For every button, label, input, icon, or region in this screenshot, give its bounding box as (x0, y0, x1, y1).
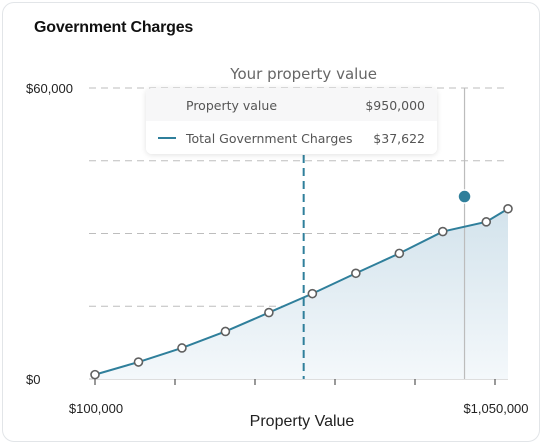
data-point[interactable] (177, 343, 187, 353)
tooltip-charges-value: $37,622 (373, 131, 425, 146)
data-point[interactable] (437, 226, 448, 237)
tooltip-property-label: Property value (186, 98, 278, 113)
tooltip-row-property: Property value $950,000 (146, 88, 437, 121)
tooltip-property-value: $950,000 (365, 98, 425, 113)
chart-tooltip: Property value $950,000 Total Government… (146, 88, 437, 154)
data-point[interactable] (307, 288, 318, 299)
data-point[interactable] (394, 248, 405, 259)
y-tick-label: $0 (26, 372, 40, 387)
highlighted-point[interactable] (457, 189, 472, 204)
data-point[interactable] (481, 217, 492, 227)
tooltip-series-swatch (158, 137, 176, 139)
card-title: Government Charges (34, 19, 194, 36)
data-point[interactable] (503, 203, 513, 214)
data-point[interactable] (133, 357, 144, 367)
x-axis-title: Property Value (250, 413, 355, 430)
tooltip-charges-label: Total Government Charges (186, 131, 353, 146)
data-point[interactable] (264, 307, 274, 318)
data-point[interactable] (90, 369, 100, 380)
x-tick-label: $1,050,000 (463, 401, 528, 416)
data-point[interactable] (351, 268, 361, 279)
y-tick-label: $60,000 (26, 81, 73, 96)
x-tick-label: $100,000 (69, 401, 123, 416)
tooltip-row-charges: Total Government Charges $37,622 (146, 121, 437, 154)
reference-line-label: Your property value (229, 65, 377, 83)
data-point[interactable] (220, 326, 231, 337)
